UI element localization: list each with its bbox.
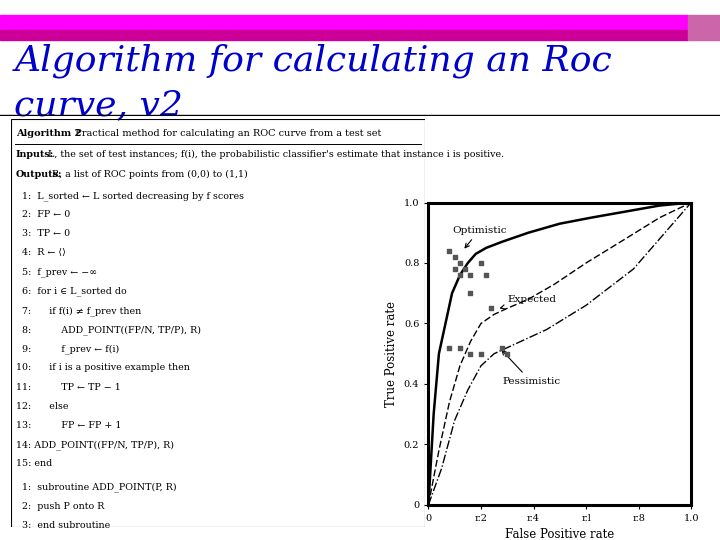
Text: 15: end: 15: end (16, 459, 52, 468)
Text: Optimistic: Optimistic (452, 226, 507, 248)
Text: 11:          TP ← TP − 1: 11: TP ← TP − 1 (16, 382, 120, 392)
Point (464, 349, 476, 358)
Text: 10:      if i is a positive example then: 10: if i is a positive example then (16, 363, 189, 373)
Text: 9:          f_prev ← f(i): 9: f_prev ← f(i) (16, 345, 119, 354)
Point (475, 259, 487, 267)
Point (501, 349, 513, 358)
Point (454, 271, 466, 279)
Point (464, 271, 476, 279)
Text: Expected: Expected (500, 295, 557, 309)
Text: 1:  L_sorted ← L sorted decreasing by f scores: 1: L_sorted ← L sorted decreasing by f s… (16, 191, 244, 201)
Point (444, 247, 455, 255)
Text: 2:  FP ← 0: 2: FP ← 0 (16, 210, 70, 219)
Text: 12:      else: 12: else (16, 402, 68, 411)
X-axis label: False Positive rate: False Positive rate (505, 529, 614, 540)
Bar (0, 15, 688, 30)
Point (480, 271, 492, 279)
Text: R, a list of ROC points from (0,0) to (1,1): R, a list of ROC points from (0,0) to (1… (49, 170, 248, 179)
Text: 2:  push P onto R: 2: push P onto R (16, 502, 104, 511)
Text: 8:          ADD_POINT((FP/N, TP/P), R): 8: ADD_POINT((FP/N, TP/P), R) (16, 325, 201, 335)
Point (464, 289, 476, 298)
Point (449, 265, 461, 273)
Text: 5:  f_prev ← −∞: 5: f_prev ← −∞ (16, 268, 97, 278)
Bar (0, 30, 688, 40)
Point (459, 265, 471, 273)
Text: Practical method for calculating an ROC curve from a test set: Practical method for calculating an ROC … (72, 129, 382, 138)
Text: L, the set of test instances; f(i), the probabilistic classifier's estimate that: L, the set of test instances; f(i), the … (45, 150, 504, 159)
Point (496, 343, 508, 352)
Point (454, 259, 466, 267)
Text: 1:  subroutine ADD_POINT(P, R): 1: subroutine ADD_POINT(P, R) (16, 482, 176, 492)
Y-axis label: True Positive rate: True Positive rate (385, 301, 398, 407)
Text: Algorithm for calculating an Roc: Algorithm for calculating an Roc (14, 44, 612, 78)
Text: 4:  R ← ⟨⟩: 4: R ← ⟨⟩ (16, 248, 66, 258)
Text: 14: ADD_POINT((FP/N, TP/P), R): 14: ADD_POINT((FP/N, TP/P), R) (16, 440, 174, 450)
Text: 3:  end subroutine: 3: end subroutine (16, 521, 110, 530)
Point (449, 253, 461, 261)
Point (444, 343, 455, 352)
Text: Algorithm 2: Algorithm 2 (16, 129, 81, 138)
Text: curve, v2: curve, v2 (14, 89, 184, 123)
Text: 6:  for i ∈ L_sorted do: 6: for i ∈ L_sorted do (16, 287, 127, 296)
Point (486, 304, 498, 313)
Point (454, 343, 466, 352)
Text: 7:      if f(i) ≠ f_prev then: 7: if f(i) ≠ f_prev then (16, 306, 141, 316)
Text: Inputs:: Inputs: (16, 150, 54, 159)
Text: 13:          FP ← FP + 1: 13: FP ← FP + 1 (16, 421, 121, 430)
Text: Outputs:: Outputs: (16, 170, 62, 179)
Text: Pessimistic: Pessimistic (502, 350, 560, 386)
Bar (688, 15, 720, 40)
Text: 3:  TP ← 0: 3: TP ← 0 (16, 230, 70, 238)
Point (475, 349, 487, 358)
